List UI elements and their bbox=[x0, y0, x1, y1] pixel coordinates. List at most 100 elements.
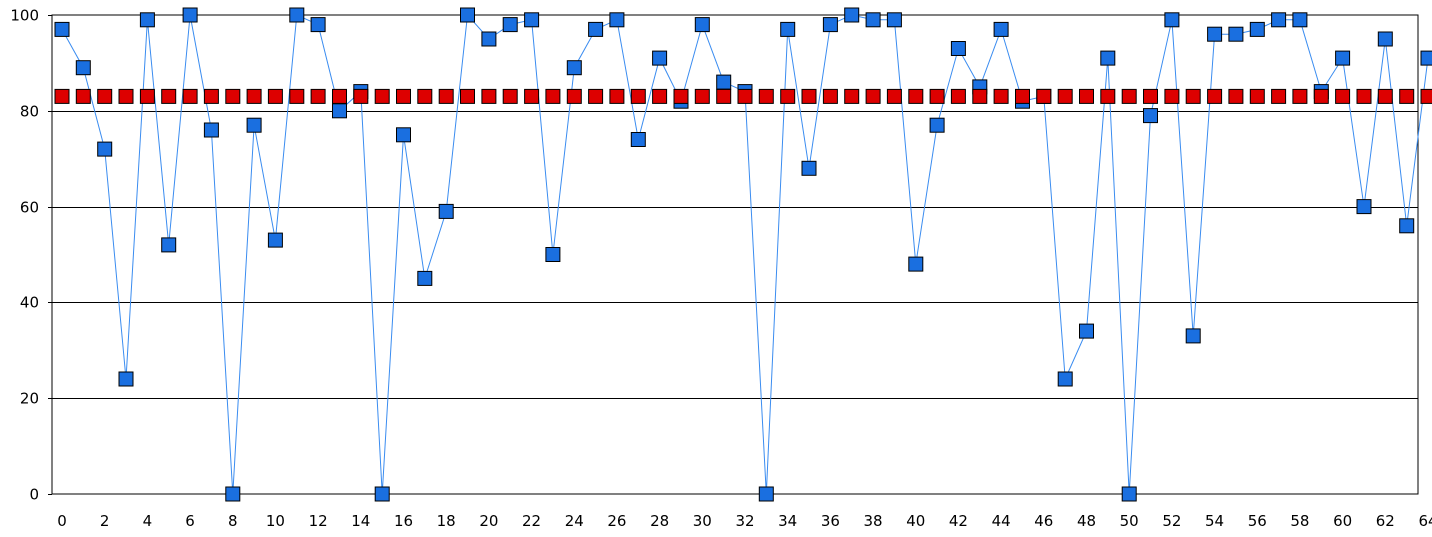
data-point-marker bbox=[139, 12, 155, 28]
x-tick-label: 52 bbox=[1162, 512, 1181, 530]
data-point-marker bbox=[609, 88, 625, 104]
data-point-marker bbox=[950, 88, 966, 104]
y-tick-label: 40 bbox=[20, 294, 39, 312]
data-point-marker bbox=[929, 117, 945, 133]
data-point-marker bbox=[716, 88, 732, 104]
data-point-marker bbox=[1121, 486, 1137, 502]
x-tick-label: 18 bbox=[437, 512, 456, 530]
data-point-marker bbox=[182, 7, 198, 23]
data-point-marker bbox=[1335, 50, 1351, 66]
series-blue bbox=[54, 7, 1432, 502]
data-point-marker bbox=[460, 7, 475, 23]
data-point-marker bbox=[524, 12, 540, 28]
data-point-marker bbox=[139, 88, 155, 104]
data-point-marker bbox=[1420, 88, 1432, 104]
y-tick-label: 20 bbox=[20, 390, 39, 408]
data-point-marker bbox=[161, 237, 177, 253]
data-point-marker bbox=[396, 88, 411, 104]
data-point-marker bbox=[460, 88, 475, 104]
data-point-marker bbox=[694, 88, 710, 104]
x-tick-label: 22 bbox=[522, 512, 541, 530]
x-tick-label: 2 bbox=[100, 512, 110, 530]
data-point-marker bbox=[737, 88, 753, 104]
data-point-marker bbox=[1079, 88, 1094, 104]
data-point-marker bbox=[950, 41, 966, 56]
data-point-marker bbox=[545, 247, 561, 262]
x-tick-label: 64 bbox=[1418, 512, 1432, 530]
x-tick-label: 60 bbox=[1333, 512, 1352, 530]
data-point-marker bbox=[972, 88, 988, 104]
data-point-marker bbox=[1399, 218, 1415, 234]
data-point-marker bbox=[1249, 21, 1265, 37]
data-point-marker bbox=[481, 31, 497, 47]
data-point-marker bbox=[417, 270, 433, 286]
data-point-marker bbox=[908, 88, 924, 104]
y-tick-label: 80 bbox=[20, 103, 39, 121]
data-point-marker bbox=[780, 88, 796, 104]
x-tick-label: 62 bbox=[1376, 512, 1395, 530]
data-point-marker bbox=[993, 21, 1009, 37]
data-point-marker bbox=[54, 21, 70, 37]
data-point-marker bbox=[929, 88, 945, 104]
data-point-marker bbox=[694, 17, 710, 33]
data-point-marker bbox=[1100, 50, 1116, 66]
data-point-marker bbox=[203, 122, 219, 138]
data-point-marker bbox=[801, 160, 817, 176]
data-point-marker bbox=[267, 232, 283, 248]
data-point-marker bbox=[1228, 26, 1244, 42]
data-point-marker bbox=[524, 88, 540, 104]
data-point-marker bbox=[267, 88, 283, 104]
data-point-marker bbox=[865, 88, 881, 104]
data-point-marker bbox=[502, 88, 518, 104]
data-point-marker bbox=[1356, 88, 1372, 104]
data-point-marker bbox=[54, 88, 70, 104]
data-point-marker bbox=[1377, 31, 1393, 47]
data-point-marker bbox=[438, 88, 454, 104]
data-point-marker bbox=[1356, 199, 1372, 215]
x-tick-label: 20 bbox=[479, 512, 498, 530]
data-point-marker bbox=[673, 88, 689, 104]
data-point-marker bbox=[1057, 371, 1073, 387]
data-point-marker bbox=[225, 88, 241, 104]
x-tick-label: 30 bbox=[693, 512, 712, 530]
data-point-marker bbox=[652, 50, 668, 66]
x-tick-label: 36 bbox=[821, 512, 840, 530]
x-tick-labels: 0 2 4 6 8 10 12 14 16 18 20 22 24 26 28 30 32 34 36 38 40 42 4… bbox=[57, 512, 1432, 530]
data-point-marker bbox=[822, 88, 838, 104]
data-point-marker bbox=[865, 12, 881, 28]
x-tick-label: 46 bbox=[1034, 512, 1053, 530]
data-point-marker bbox=[1207, 88, 1223, 104]
data-point-marker bbox=[1271, 88, 1287, 104]
y-tick-label: 100 bbox=[10, 7, 39, 25]
data-point-marker bbox=[1143, 108, 1158, 124]
x-tick-label: 0 bbox=[57, 512, 67, 530]
data-point-marker bbox=[780, 21, 796, 37]
data-point-marker bbox=[1164, 12, 1180, 28]
x-tick-label: 6 bbox=[185, 512, 195, 530]
data-point-marker bbox=[1207, 26, 1223, 42]
x-tick-label: 40 bbox=[906, 512, 925, 530]
x-tick-label: 24 bbox=[565, 512, 584, 530]
data-point-marker bbox=[886, 88, 902, 104]
data-point-marker bbox=[1313, 88, 1329, 104]
data-point-marker bbox=[289, 7, 305, 23]
data-point-marker bbox=[203, 88, 219, 104]
data-point-marker bbox=[844, 88, 860, 104]
data-point-marker bbox=[310, 17, 326, 33]
grid-lines bbox=[52, 111, 1418, 399]
data-point-marker bbox=[118, 371, 134, 387]
x-tick-label: 8 bbox=[228, 512, 238, 530]
data-point-marker bbox=[332, 103, 347, 119]
data-point-marker bbox=[1036, 88, 1052, 104]
data-point-marker bbox=[310, 88, 326, 104]
data-point-marker bbox=[1100, 88, 1116, 104]
data-point-marker bbox=[758, 88, 774, 104]
data-point-marker bbox=[417, 88, 433, 104]
data-point-marker bbox=[545, 88, 561, 104]
plot-frame bbox=[51, 14, 1419, 495]
data-point-marker bbox=[396, 127, 411, 143]
data-point-marker bbox=[75, 60, 91, 76]
data-point-marker bbox=[1185, 88, 1201, 104]
data-point-marker bbox=[289, 88, 305, 104]
y-tick-labels: 0 20 40 60 80 100 bbox=[10, 7, 39, 504]
